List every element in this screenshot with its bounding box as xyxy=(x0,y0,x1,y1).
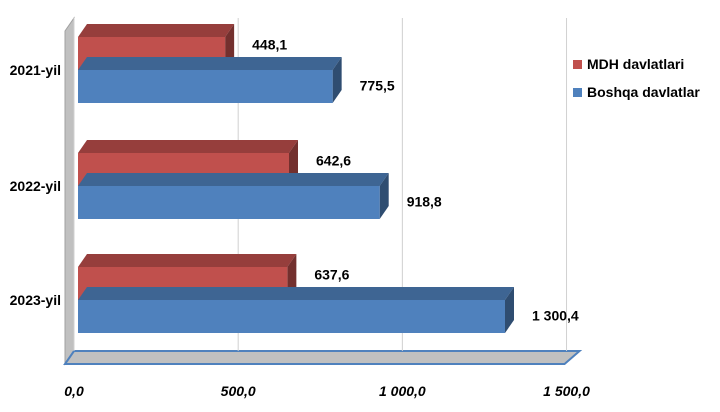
category-label: 2022-yil xyxy=(10,178,61,194)
value-label: 1 300,4 xyxy=(532,308,579,324)
category-labels: 2021-yil 2022-yil 2023-yil xyxy=(10,62,61,308)
value-label: 918,8 xyxy=(407,194,442,210)
bar-top-face xyxy=(78,173,389,186)
value-label: 642,6 xyxy=(316,153,351,169)
bar-boshqa-2023-yil: 1 300,4 xyxy=(78,287,579,333)
value-label: 775,5 xyxy=(360,78,395,94)
bar-side-face xyxy=(505,287,514,333)
left-wall xyxy=(64,16,75,366)
x-tick-label: 0,0 xyxy=(64,383,84,399)
bar-top-face xyxy=(78,287,514,300)
x-tick-labels: 0,0 500,0 1 000,0 1 500,0 xyxy=(64,383,590,399)
bar-top-face xyxy=(78,254,297,267)
category-label: 2021-yil xyxy=(10,62,61,78)
legend: MDH davlatlari Boshqa davlatlar xyxy=(573,56,700,100)
x-tick-label: 1 500,0 xyxy=(543,383,590,399)
floor xyxy=(63,350,583,365)
legend-swatch xyxy=(573,60,582,69)
x-tick-label: 1 000,0 xyxy=(379,383,426,399)
legend-label: Boshqa davlatlar xyxy=(587,84,700,100)
bar-front-face xyxy=(78,186,380,219)
bar-front-face xyxy=(78,70,333,103)
legend-swatch xyxy=(573,88,582,97)
bar-boshqa-2021-yil: 775,5 xyxy=(78,57,395,103)
bars: 448,1 775,5 642,6 918,8 637,6 1 300,4 xyxy=(78,24,579,333)
bar-top-face xyxy=(78,57,342,70)
value-label: 637,6 xyxy=(314,267,349,283)
value-label: 448,1 xyxy=(252,37,287,53)
chart-walls xyxy=(63,16,583,366)
legend-label: MDH davlatlari xyxy=(587,56,684,72)
bar-front-face xyxy=(78,300,505,333)
x-tick-label: 500,0 xyxy=(221,383,256,399)
bar-boshqa-2022-yil: 918,8 xyxy=(78,173,442,219)
bar-side-face xyxy=(332,57,342,103)
bar-top-face xyxy=(78,140,299,153)
bar-side-face xyxy=(379,173,389,219)
category-label: 2023-yil xyxy=(10,292,61,308)
bar-top-face xyxy=(78,24,235,37)
